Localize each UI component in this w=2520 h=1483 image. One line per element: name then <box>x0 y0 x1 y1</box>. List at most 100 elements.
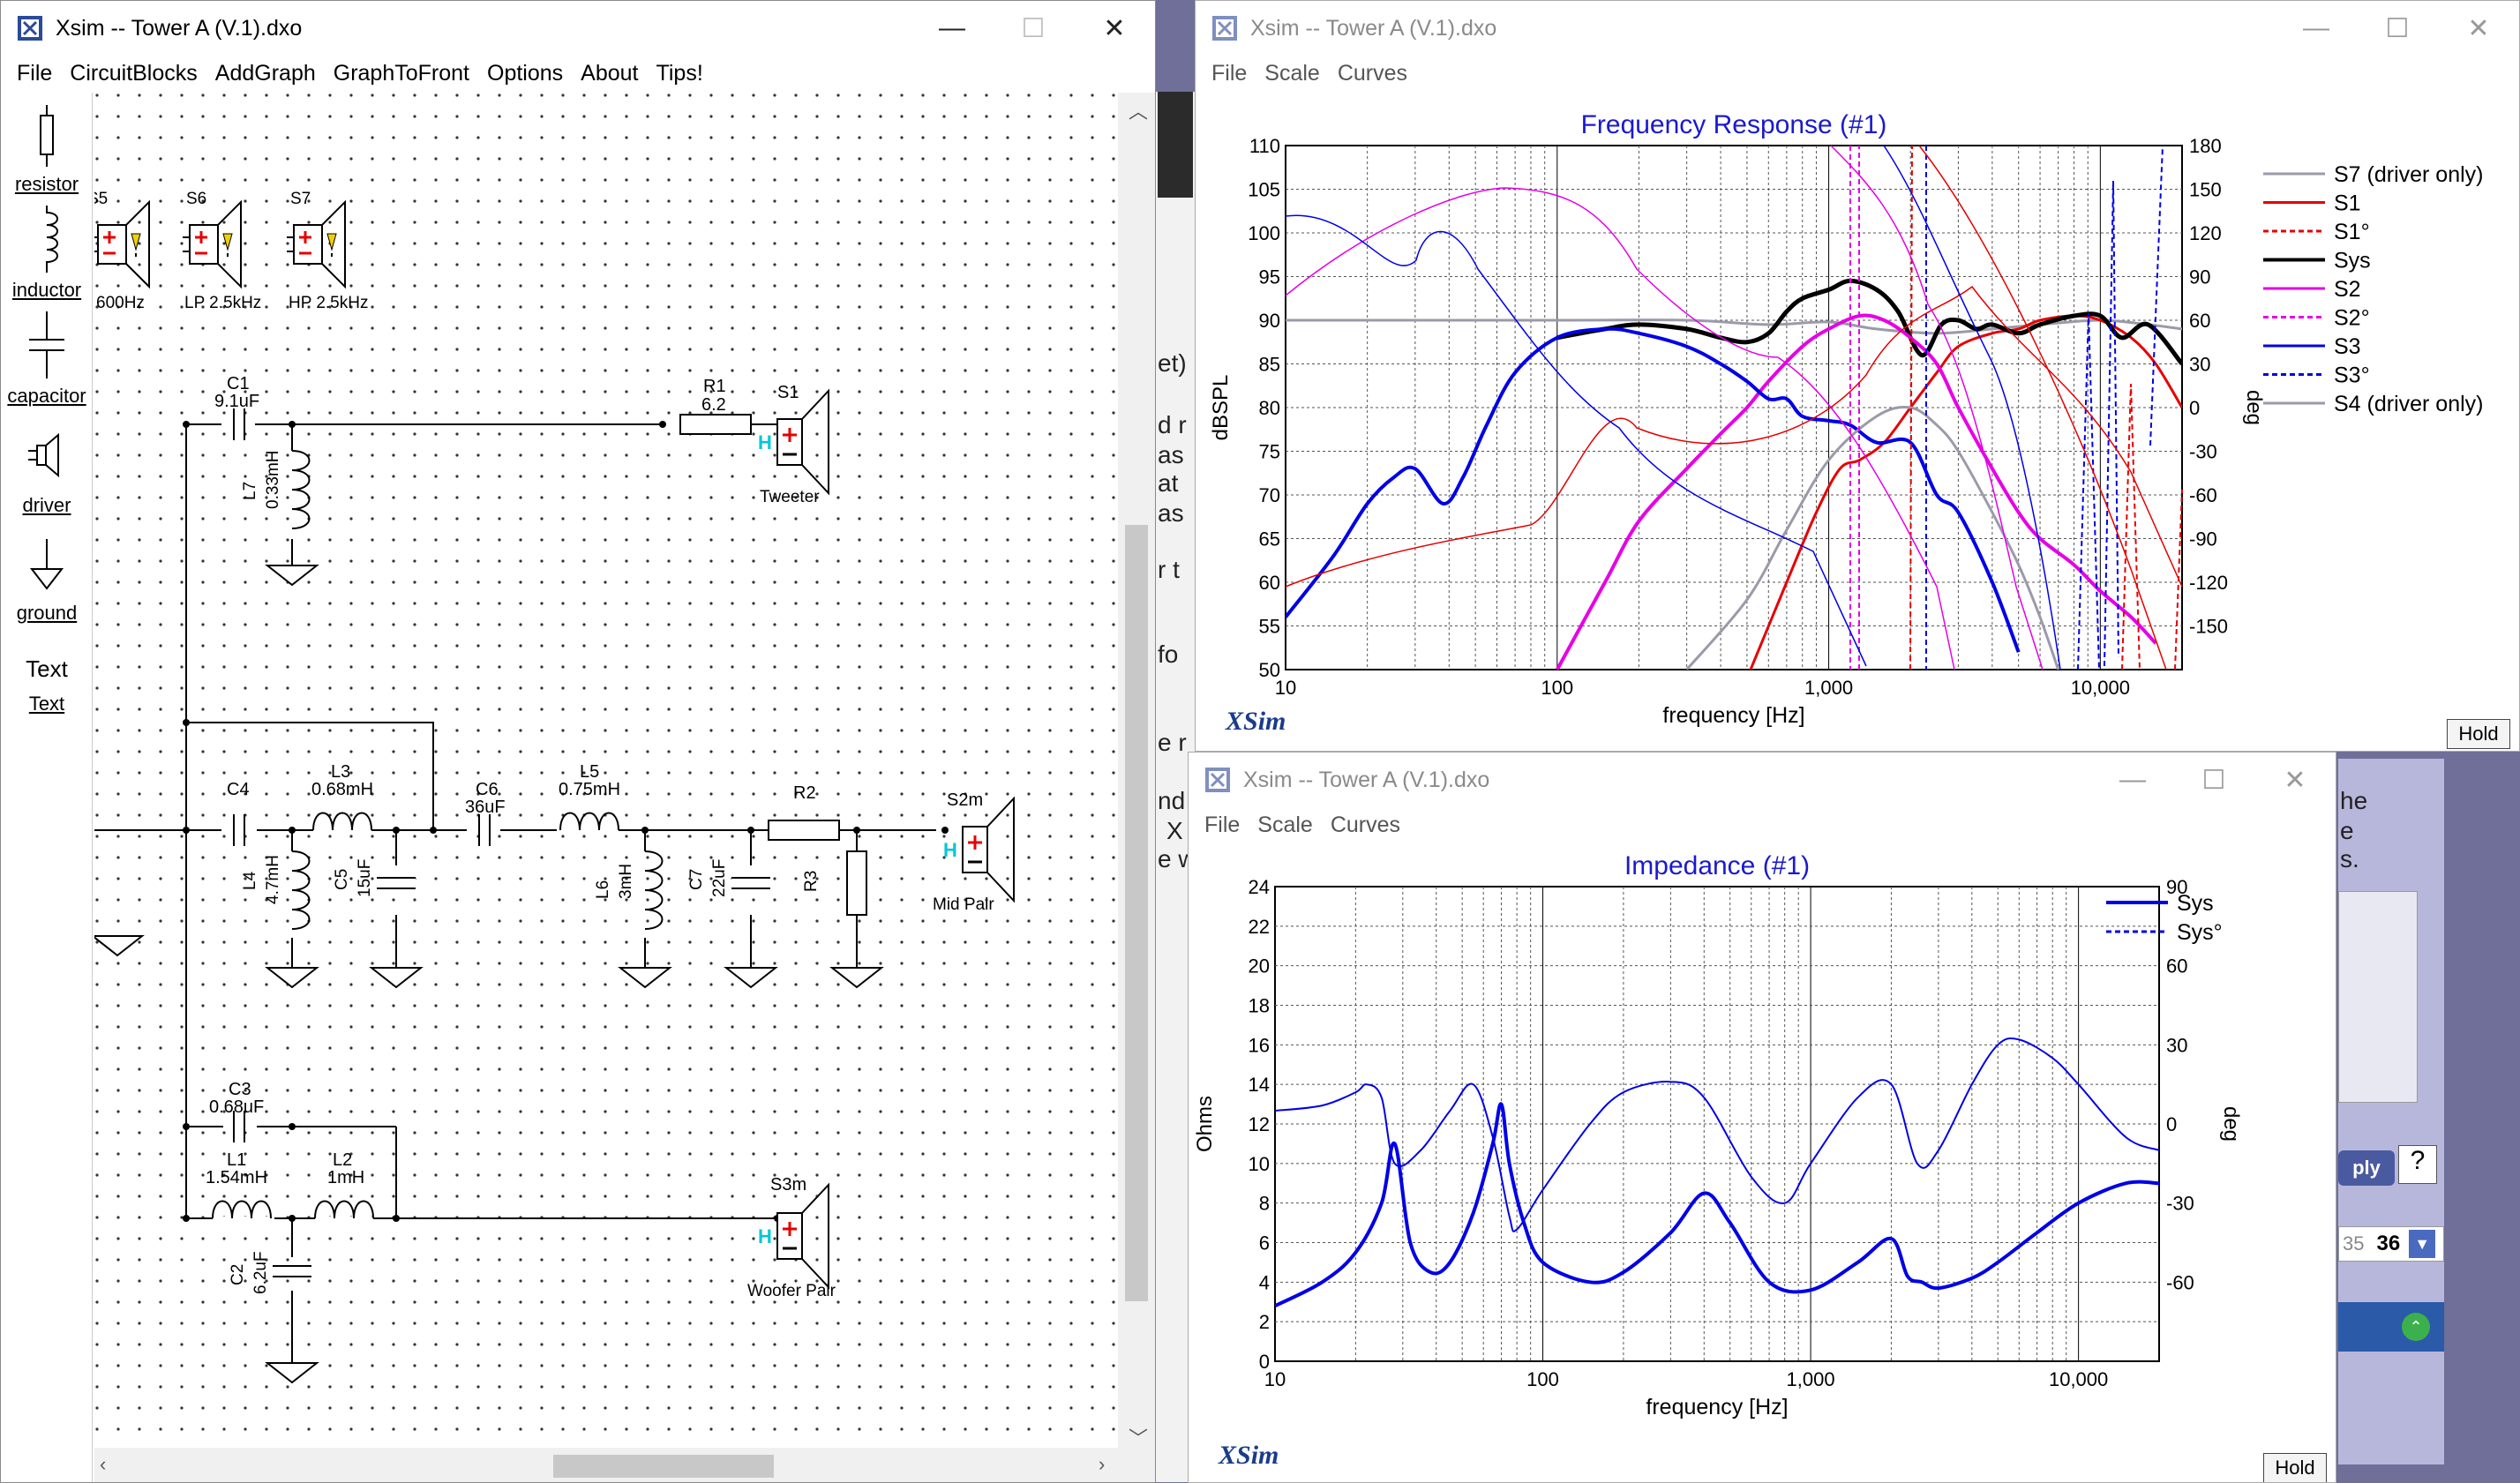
legend-entry: S4 (driver only) <box>2334 392 2484 416</box>
imp-menubar: File Scale Curves <box>1189 807 2336 843</box>
frequency-response-chart[interactable]: 50556065707580859095100105110-150-120-90… <box>1196 93 2520 752</box>
maximize-button[interactable]: ☐ <box>2201 765 2226 795</box>
main-titlebar[interactable]: Xsim -- Tower A (V.1).dxo — ☐ ✕ <box>1 1 1155 56</box>
component-palette: resistor inductor capacitor driver groun… <box>1 93 93 1482</box>
menu-curves[interactable]: Curves <box>1337 60 1408 86</box>
component-label: 4.7mH <box>264 855 282 904</box>
resistor-r1 <box>679 414 752 435</box>
menu-tips[interactable]: Tips! <box>656 60 703 86</box>
close-button[interactable]: ✕ <box>2467 13 2490 43</box>
series-line-sys <box>1275 1102 2159 1307</box>
component-label: L4 <box>241 871 259 890</box>
thin-trace-magenta <box>1285 187 1955 670</box>
x-axis-label: frequency [Hz] <box>1662 703 1804 728</box>
palette-label: inductor <box>11 279 82 301</box>
maximize-button[interactable]: ☐ <box>1021 13 1046 43</box>
y-tick-label: 20 <box>1249 955 1270 977</box>
driver-polarity-marker: H <box>758 431 772 453</box>
scroll-left-icon[interactable]: ‹ <box>100 1453 107 1475</box>
menu-addgraph[interactable]: AddGraph <box>214 60 316 86</box>
minimize-button[interactable]: — <box>2303 13 2329 42</box>
menu-options[interactable]: Options <box>487 60 564 86</box>
component-label: R1 <box>703 377 726 396</box>
menu-file[interactable]: File <box>1204 812 1241 837</box>
legend-entry: Sys <box>2334 249 2371 273</box>
horizontal-scrollbar[interactable]: ‹ › <box>94 1448 1118 1482</box>
vertical-scroll-thumb[interactable] <box>1125 525 1148 1301</box>
freq-titlebar[interactable]: Xsim -- Tower A (V.1).dxo — ☐ ✕ <box>1196 1 2519 56</box>
menu-curves[interactable]: Curves <box>1330 812 1401 837</box>
x-tick-label: 10 <box>1275 677 1296 699</box>
phase-trace-s2 <box>1849 146 1860 670</box>
y-axis-label: Ohms <box>1193 1096 1217 1152</box>
y2-tick-label: 180 <box>2189 135 2222 157</box>
y2-tick-label: 30 <box>2166 1034 2187 1056</box>
hold-button[interactable]: Hold <box>2263 1453 2327 1482</box>
capacitor-c3 <box>233 1111 245 1142</box>
minimize-button[interactable]: — <box>939 13 965 42</box>
close-button[interactable]: ✕ <box>2284 765 2306 795</box>
background-text-fragment: s. <box>2340 845 2359 873</box>
thin-trace-red <box>1285 285 2183 588</box>
y-tick-label: 10 <box>1249 1153 1270 1175</box>
x-tick-label: 100 <box>1526 1368 1559 1390</box>
menu-file[interactable]: File <box>1211 60 1248 86</box>
palette-resistor[interactable]: resistor <box>1 105 93 196</box>
close-button[interactable]: ✕ <box>1103 13 1126 43</box>
y-tick-label: 75 <box>1259 441 1280 463</box>
component-label: C5 <box>333 869 351 890</box>
xsim-brand: XSim <box>1226 707 1286 736</box>
y-tick-label: 22 <box>1249 916 1270 938</box>
background-page-number: 35 <box>2343 1232 2365 1255</box>
maximize-button[interactable]: ☐ <box>2385 13 2410 43</box>
scroll-down-icon[interactable]: ﹀ <box>1129 1427 1149 1449</box>
freq-menubar: File Scale Curves <box>1196 56 2519 91</box>
menu-graphtofront[interactable]: GraphToFront <box>333 60 469 86</box>
component-label: 600Hz <box>96 294 145 312</box>
minimize-button[interactable]: — <box>2119 765 2146 794</box>
palette-label: ground <box>16 602 78 624</box>
component-label: C4 <box>227 780 250 799</box>
y2-axis-label: deg <box>2242 390 2266 425</box>
horizontal-scroll-thumb[interactable] <box>553 1455 774 1478</box>
y2-tick-label: -120 <box>2189 572 2228 594</box>
scroll-up-icon[interactable]: ︿ <box>1129 101 1149 123</box>
scroll-right-icon[interactable]: › <box>1099 1453 1106 1475</box>
y-tick-label: 60 <box>1259 572 1280 594</box>
imp-titlebar[interactable]: Xsim -- Tower A (V.1).dxo — ☐ ✕ <box>1189 753 2336 807</box>
y-tick-label: 80 <box>1259 397 1280 419</box>
y-tick-label: 105 <box>1248 179 1280 201</box>
palette-driver[interactable]: driver <box>1 426 93 517</box>
y2-tick-label: 90 <box>2189 266 2210 288</box>
menu-scale[interactable]: Scale <box>1257 812 1313 837</box>
component-label: 6.2 <box>701 395 726 415</box>
palette-inductor[interactable]: inductor <box>1 206 93 302</box>
capacitor-c2 <box>273 1265 311 1277</box>
component-label: L3 <box>331 762 350 782</box>
background-white-card <box>2338 891 2418 1103</box>
schematic-canvas[interactable]: S5 600Hz S6 LP 2.5kHz S7 HP 2.5kHz C19.1uF L7 0.… <box>87 93 1118 1448</box>
chevron-down-icon: ▼ <box>2409 1230 2436 1258</box>
phase-trace-s3 <box>1925 145 2164 670</box>
palette-capacitor[interactable]: capacitor <box>1 311 93 408</box>
component-label: 9.1uF <box>214 392 259 411</box>
hold-button[interactable]: Hold <box>2447 719 2510 749</box>
inductor-l4 <box>291 850 311 930</box>
menu-circuitblocks[interactable]: CircuitBlocks <box>70 60 198 86</box>
series-line-s2 <box>1556 313 2157 670</box>
inductor-l7 <box>291 450 311 529</box>
palette-ground[interactable]: ground <box>1 534 93 625</box>
capacitor-c7 <box>731 877 770 889</box>
palette-label: resistor <box>14 173 79 195</box>
y-tick-label: 70 <box>1259 484 1280 506</box>
menu-scale[interactable]: Scale <box>1264 60 1320 86</box>
menu-file[interactable]: File <box>17 60 53 86</box>
resize-grip[interactable] <box>1118 1448 1155 1482</box>
y-tick-label: 14 <box>1249 1074 1270 1096</box>
vertical-scrollbar[interactable]: ︿ ﹀ <box>1118 93 1155 1449</box>
menu-about[interactable]: About <box>581 60 639 86</box>
component-label: R2 <box>793 783 816 803</box>
background-collapse-icon: ⌃ <box>2402 1313 2430 1341</box>
palette-text[interactable]: Text Text <box>1 647 93 715</box>
